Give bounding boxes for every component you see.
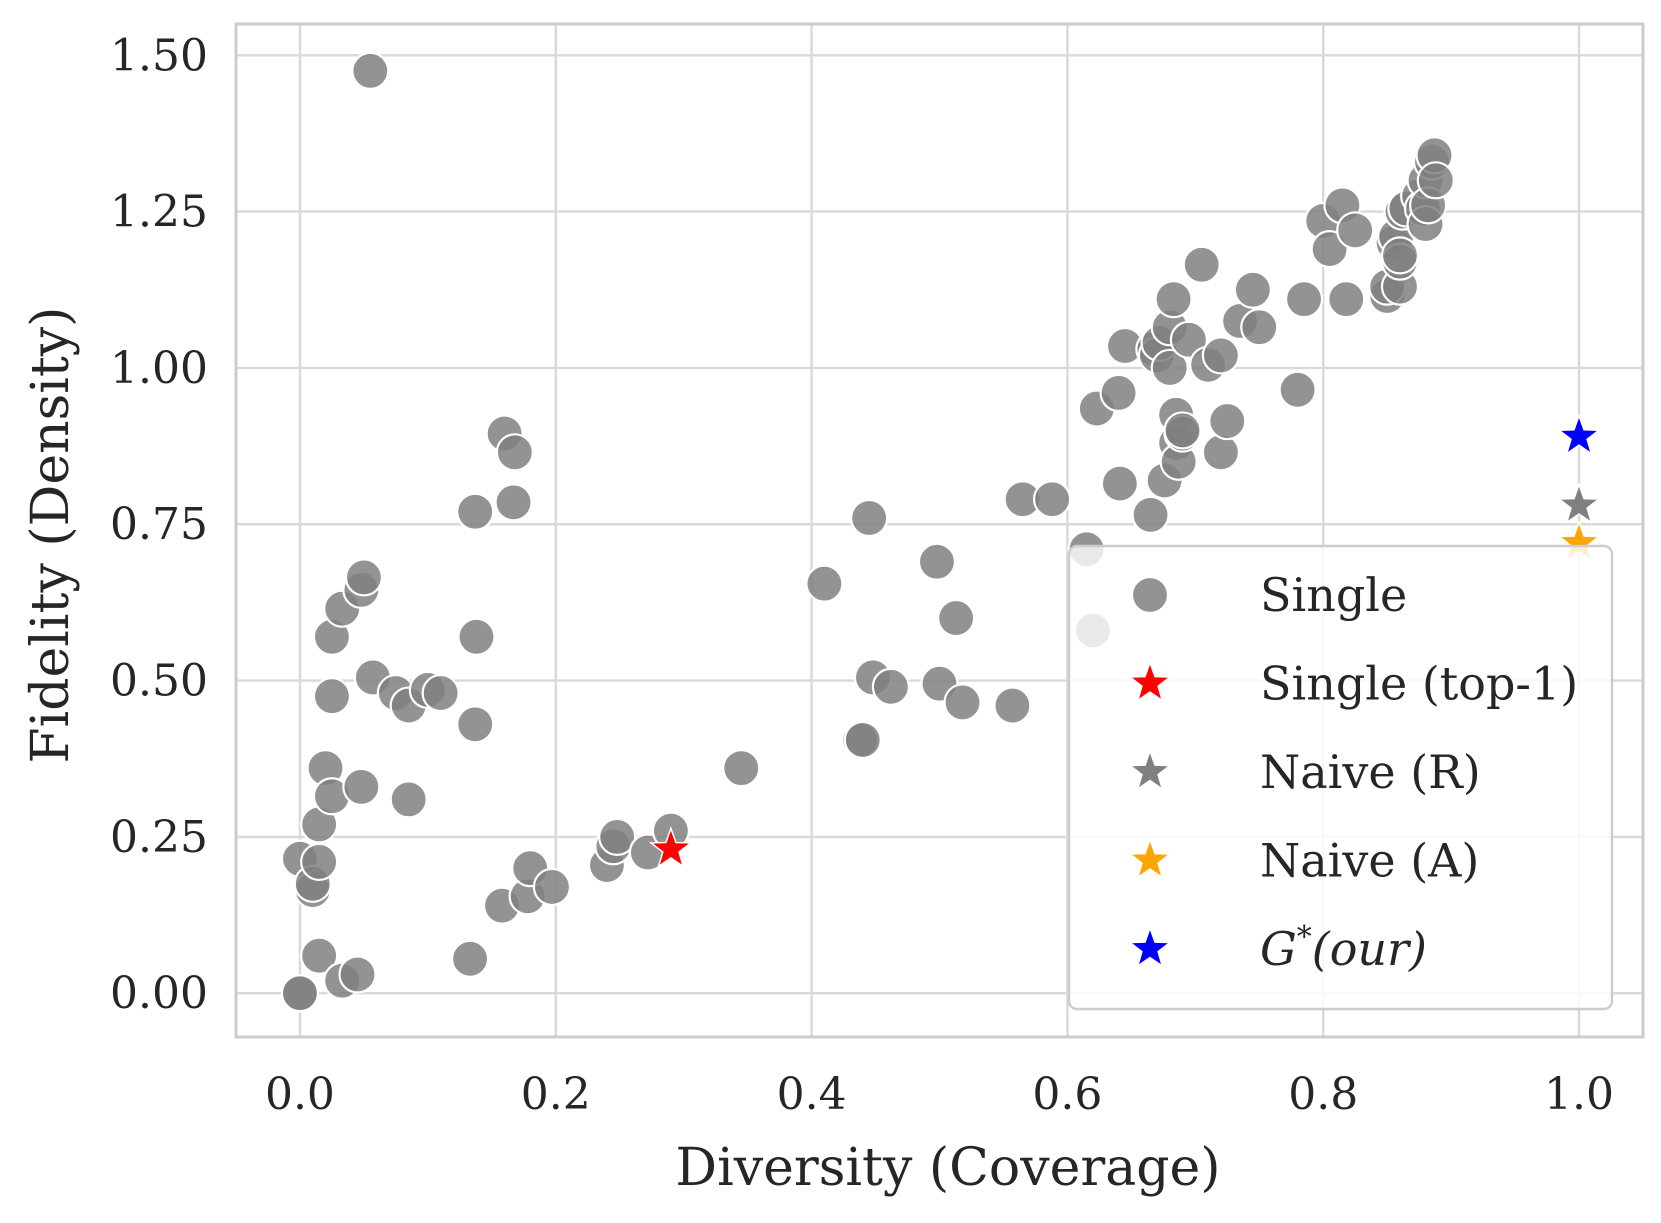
point-single bbox=[450, 939, 490, 978]
point-single bbox=[338, 955, 377, 994]
point-single bbox=[421, 673, 460, 713]
point-single bbox=[1233, 270, 1272, 309]
x-tick-label: 0.2 bbox=[521, 1069, 591, 1120]
point-single bbox=[598, 817, 637, 857]
point-single bbox=[457, 617, 496, 656]
legend: Single Single (top-1) Naive (R) Naive (A) G*… bbox=[1067, 544, 1614, 1011]
star-g-our bbox=[1556, 413, 1602, 456]
legend-label: Naive (A) bbox=[1260, 834, 1479, 888]
point-single bbox=[1336, 211, 1375, 250]
y-tick-label: 0.50 bbox=[110, 656, 208, 707]
y-tick-label: 1.00 bbox=[110, 343, 208, 394]
point-single bbox=[1380, 236, 1420, 275]
legend-label: Single bbox=[1260, 568, 1407, 622]
x-tick-labels: 0.0 0.2 0.4 0.6 0.8 1.0 bbox=[265, 1069, 1614, 1120]
point-single bbox=[312, 677, 352, 716]
point-single bbox=[351, 51, 390, 90]
point-single bbox=[1208, 401, 1247, 441]
point-single bbox=[871, 667, 910, 706]
point-single bbox=[1327, 280, 1366, 319]
point-single bbox=[532, 867, 572, 907]
y-tick-label: 1.50 bbox=[110, 30, 208, 81]
star-single-top-1 bbox=[648, 826, 694, 869]
point-single bbox=[1032, 480, 1072, 519]
point-single bbox=[1182, 245, 1221, 284]
x-tick-label: 0.6 bbox=[1032, 1069, 1102, 1120]
plot-frame bbox=[234, 22, 1645, 1039]
x-tick-label: 0.8 bbox=[1288, 1069, 1358, 1120]
point-single bbox=[1310, 230, 1349, 269]
point-single bbox=[1284, 280, 1324, 319]
point-single bbox=[937, 598, 976, 638]
point-single bbox=[342, 767, 381, 806]
y-tick-label: 0.25 bbox=[110, 812, 208, 863]
point-single bbox=[1099, 373, 1138, 413]
legend-marker-star bbox=[1127, 748, 1173, 791]
point-single bbox=[1278, 370, 1317, 409]
point-single bbox=[456, 492, 495, 531]
point-single bbox=[456, 705, 495, 744]
legend-frame bbox=[1067, 544, 1614, 1011]
point-single bbox=[993, 686, 1032, 725]
legend-label: Naive (R) bbox=[1260, 745, 1481, 799]
point-single bbox=[1100, 464, 1139, 503]
point-single bbox=[389, 780, 428, 819]
point-single bbox=[1163, 411, 1202, 450]
point-single bbox=[850, 498, 889, 538]
y-tick-label: 0.75 bbox=[110, 499, 208, 550]
point-single bbox=[280, 974, 320, 1013]
legend-label: Single (top-1) bbox=[1260, 657, 1578, 711]
legend-marker-star bbox=[1127, 925, 1173, 968]
point-single bbox=[843, 720, 882, 760]
point-single bbox=[300, 936, 339, 975]
y-tick-label: 1.25 bbox=[110, 187, 208, 238]
point-single bbox=[1416, 161, 1455, 200]
legend-marker-star bbox=[1127, 660, 1173, 703]
legend-marker-star bbox=[1127, 837, 1173, 880]
point-single bbox=[722, 749, 761, 788]
point-single bbox=[1240, 308, 1279, 347]
point-single bbox=[494, 483, 533, 522]
y-axis-label: Fidelity (Density) bbox=[21, 307, 81, 764]
x-tick-label: 0.0 bbox=[265, 1069, 335, 1120]
y-tick-labels: 0.00 0.25 0.50 0.75 1.00 1.25 1.50 bbox=[110, 30, 208, 1019]
point-single bbox=[1154, 280, 1193, 319]
point-single bbox=[917, 542, 957, 581]
legend-marker-circle bbox=[1130, 575, 1170, 615]
point-single bbox=[344, 558, 384, 597]
data-points bbox=[280, 51, 1602, 1013]
point-single bbox=[300, 842, 339, 882]
point-single bbox=[1201, 433, 1241, 472]
point-single bbox=[1150, 348, 1189, 388]
x-tick-label: 1.0 bbox=[1544, 1069, 1614, 1120]
legend-label: G*(our) bbox=[1260, 920, 1427, 976]
star-naive-r bbox=[1556, 482, 1602, 525]
point-single bbox=[805, 564, 844, 603]
y-tick-label: 0.00 bbox=[110, 968, 208, 1019]
point-single bbox=[495, 433, 534, 472]
point-single bbox=[943, 683, 982, 722]
point-single bbox=[1201, 336, 1241, 375]
x-axis-label: Diversity (Coverage) bbox=[675, 1138, 1220, 1198]
point-single bbox=[1131, 495, 1170, 534]
x-tick-label: 0.4 bbox=[777, 1069, 847, 1120]
